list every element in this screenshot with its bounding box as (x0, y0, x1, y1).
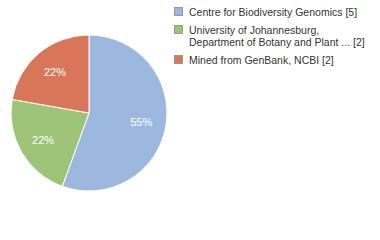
svg-text:22%: 22% (32, 134, 54, 146)
svg-text:55%: 55% (130, 116, 152, 128)
svg-text:22%: 22% (44, 66, 66, 78)
html-text:Centre for Biodiversity Genomi: Centre for Biodiversity Genomics [5] (189, 6, 358, 18)
html-text:University of Johannesburg, De: University of Johannesburg, Department o… (189, 24, 365, 48)
html-text:Mined from GenBank, NCBI [2]: Mined from GenBank, NCBI [2] (189, 54, 334, 66)
